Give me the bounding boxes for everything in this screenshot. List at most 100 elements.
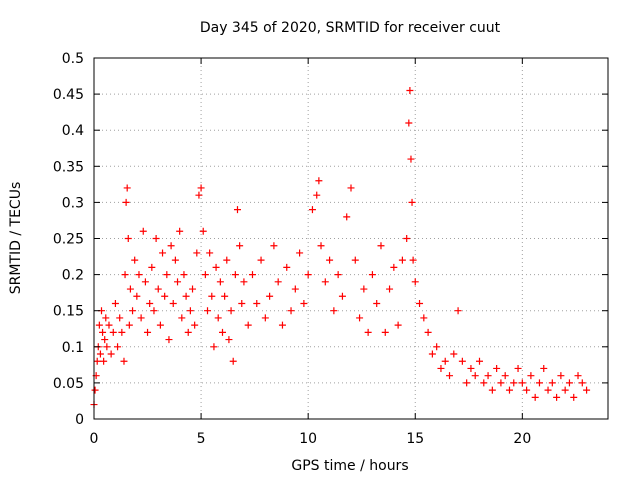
- data-point: [93, 357, 101, 365]
- data-point: [274, 278, 282, 286]
- data-point: [480, 379, 488, 387]
- data-point: [347, 184, 355, 192]
- data-point: [437, 364, 445, 372]
- y-tick-label: 0: [75, 412, 84, 428]
- data-point: [118, 328, 126, 336]
- x-tick-label: 20: [513, 431, 531, 447]
- y-tick-label: 0.5: [62, 51, 84, 67]
- data-point: [557, 372, 565, 380]
- y-tick-label: 0.25: [53, 232, 84, 248]
- data-point: [315, 177, 323, 185]
- data-point: [163, 271, 171, 279]
- data-point: [467, 364, 475, 372]
- x-tick-label: 15: [406, 431, 424, 447]
- data-point: [135, 271, 143, 279]
- data-point: [463, 379, 471, 387]
- data-point: [165, 336, 173, 344]
- data-point: [161, 292, 169, 300]
- data-point: [377, 242, 385, 250]
- data-point: [287, 307, 295, 315]
- data-point: [398, 256, 406, 264]
- data-point: [334, 271, 342, 279]
- data-point: [169, 299, 177, 307]
- data-point: [178, 314, 186, 322]
- data-point: [240, 278, 248, 286]
- data-point: [121, 271, 129, 279]
- data-point: [407, 155, 415, 163]
- data-point: [381, 328, 389, 336]
- data-point: [100, 357, 108, 365]
- data-point: [212, 263, 220, 271]
- data-point: [553, 393, 561, 401]
- data-point: [146, 299, 154, 307]
- data-point: [95, 321, 103, 329]
- x-tick-label: 10: [299, 431, 317, 447]
- data-point: [360, 285, 368, 293]
- y-tick-label: 0.1: [62, 340, 84, 356]
- data-point: [141, 278, 149, 286]
- x-tick-label: 0: [90, 431, 99, 447]
- data-point: [214, 314, 222, 322]
- data-point: [182, 292, 190, 300]
- data-point: [527, 372, 535, 380]
- data-point: [176, 227, 184, 235]
- data-point: [229, 357, 237, 365]
- data-point: [233, 206, 241, 214]
- data-point: [570, 393, 578, 401]
- data-point: [137, 314, 145, 322]
- data-point: [450, 350, 458, 358]
- data-point: [326, 256, 334, 264]
- data-point: [238, 299, 246, 307]
- data-point: [225, 336, 233, 344]
- data-point: [428, 350, 436, 358]
- data-point: [122, 198, 130, 206]
- data-point: [244, 321, 252, 329]
- data-point: [548, 379, 556, 387]
- data-point: [133, 292, 141, 300]
- y-tick-label: 0.4: [62, 123, 84, 139]
- data-point: [223, 256, 231, 264]
- data-point: [411, 278, 419, 286]
- data-point: [368, 271, 376, 279]
- data-point: [114, 343, 122, 351]
- data-point: [180, 271, 188, 279]
- data-point: [574, 372, 582, 380]
- data-point: [109, 328, 117, 336]
- data-point: [91, 386, 99, 394]
- data-point: [505, 386, 513, 394]
- data-point: [409, 256, 417, 264]
- data-point: [330, 307, 338, 315]
- y-tick-label: 0.15: [53, 304, 84, 320]
- data-point: [253, 299, 261, 307]
- data-point: [405, 119, 413, 127]
- data-point: [231, 271, 239, 279]
- data-point: [406, 86, 414, 94]
- data-point: [189, 285, 197, 293]
- y-tick-label: 0.35: [53, 159, 84, 175]
- data-point: [484, 372, 492, 380]
- data-points: [90, 86, 591, 409]
- data-point: [304, 271, 312, 279]
- data-point: [129, 307, 137, 315]
- data-point: [296, 249, 304, 257]
- data-point: [433, 343, 441, 351]
- data-point: [510, 379, 518, 387]
- data-point: [416, 299, 424, 307]
- data-point: [208, 292, 216, 300]
- data-point: [204, 307, 212, 315]
- data-point: [313, 191, 321, 199]
- data-point: [338, 292, 346, 300]
- data-point: [227, 307, 235, 315]
- data-point: [540, 364, 548, 372]
- data-point: [317, 242, 325, 250]
- data-point: [216, 278, 224, 286]
- data-point: [126, 285, 134, 293]
- y-tick-label: 0.45: [53, 87, 84, 103]
- data-point: [471, 372, 479, 380]
- data-point: [248, 271, 256, 279]
- data-point: [343, 213, 351, 221]
- data-point: [96, 350, 104, 358]
- data-point: [531, 393, 539, 401]
- data-point: [171, 256, 179, 264]
